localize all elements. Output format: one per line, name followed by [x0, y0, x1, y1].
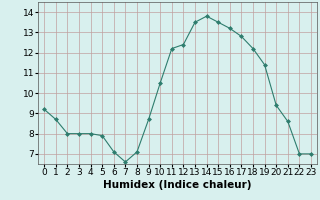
X-axis label: Humidex (Indice chaleur): Humidex (Indice chaleur) [103, 180, 252, 190]
